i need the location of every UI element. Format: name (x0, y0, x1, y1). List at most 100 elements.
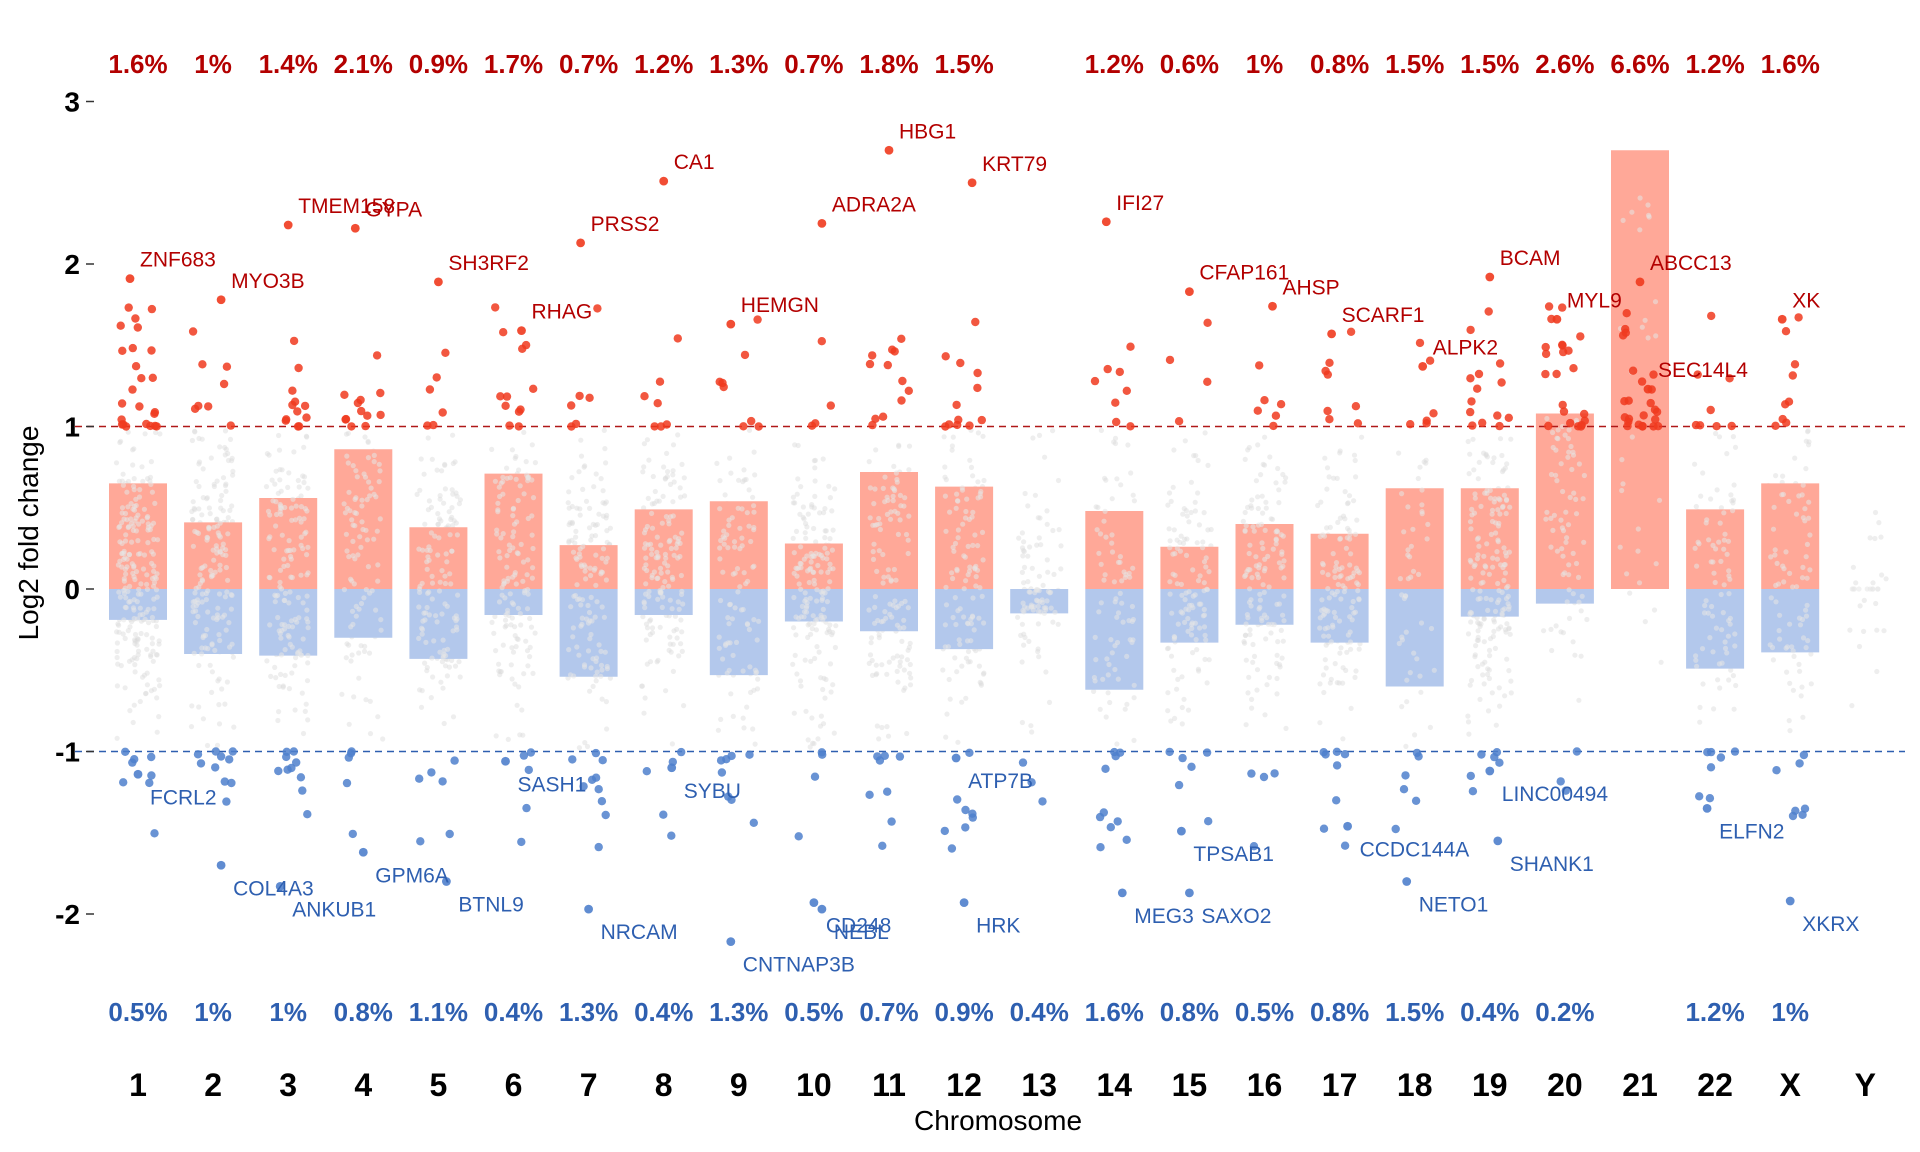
background-point (1261, 462, 1268, 468)
background-point (449, 514, 455, 521)
background-point (350, 463, 356, 469)
background-point (812, 655, 818, 662)
background-point (1128, 470, 1134, 476)
background-point (580, 486, 586, 492)
background-point (438, 518, 444, 524)
background-point (344, 548, 350, 554)
background-point (1345, 500, 1351, 506)
background-point (790, 494, 797, 500)
background-point (451, 518, 457, 524)
background-point (502, 624, 508, 630)
background-point (1849, 703, 1855, 709)
background-point (419, 688, 425, 694)
background-point (1201, 580, 1207, 586)
background-point (891, 566, 898, 573)
background-point (419, 580, 425, 586)
background-point (598, 571, 604, 577)
background-point (1468, 610, 1475, 616)
background-point (1466, 731, 1472, 737)
background-point (1507, 631, 1513, 637)
background-point (902, 598, 908, 605)
background-point (901, 617, 907, 623)
background-point (1246, 599, 1253, 605)
background-point (138, 630, 144, 637)
background-point (964, 496, 970, 502)
background-point (1792, 455, 1798, 461)
background-point (1477, 588, 1483, 594)
background-point (190, 516, 196, 523)
background-point (825, 586, 831, 592)
background-point (890, 493, 896, 499)
background-point (1415, 475, 1421, 482)
background-point (154, 729, 160, 735)
background-point (1718, 558, 1724, 565)
background-point (1044, 521, 1050, 527)
background-point (1502, 465, 1508, 471)
background-point (1488, 597, 1494, 603)
background-point (1555, 427, 1561, 433)
background-point (1119, 600, 1125, 606)
background-point (371, 536, 377, 542)
background-point (600, 513, 607, 519)
background-point (457, 497, 463, 503)
background-point (505, 736, 511, 743)
background-point (808, 559, 814, 565)
background-point (642, 545, 648, 551)
background-point (1196, 668, 1202, 674)
background-point (1185, 707, 1192, 713)
background-point (905, 550, 911, 557)
background-point (1102, 475, 1108, 481)
background-point (952, 595, 958, 601)
background-point (1498, 624, 1504, 630)
background-point (1544, 415, 1550, 422)
background-point (1490, 564, 1496, 570)
background-point (603, 515, 609, 521)
background-point (1191, 453, 1197, 459)
background-point (965, 648, 972, 655)
background-point (1276, 560, 1282, 566)
background-point (1780, 563, 1786, 569)
background-point (1125, 442, 1131, 448)
background-point (1035, 587, 1041, 593)
background-point (152, 574, 158, 580)
background-point (125, 524, 131, 531)
background-point (1497, 703, 1503, 709)
background-point (1642, 317, 1648, 323)
background-point (1694, 663, 1700, 669)
background-point (867, 652, 874, 658)
background-point (1122, 706, 1128, 712)
background-point (273, 675, 279, 681)
background-point (807, 744, 813, 750)
background-point (273, 523, 279, 529)
background-point (1716, 434, 1723, 440)
background-point (663, 688, 669, 694)
down-point (150, 829, 159, 838)
background-point (122, 566, 128, 572)
background-point (267, 622, 273, 628)
background-point (144, 646, 150, 652)
background-point (957, 641, 963, 648)
background-point (893, 577, 899, 583)
background-point (424, 668, 430, 674)
background-point (1717, 685, 1723, 691)
background-point (573, 534, 579, 540)
background-point (365, 564, 371, 570)
background-point (647, 631, 653, 638)
background-point (199, 651, 205, 657)
background-point (1200, 539, 1206, 545)
background-point (1698, 493, 1704, 499)
background-point (960, 521, 966, 527)
background-point (189, 437, 195, 444)
background-point (747, 664, 753, 670)
background-point (358, 544, 364, 550)
background-point (529, 532, 535, 538)
background-point (1481, 616, 1487, 622)
background-point (353, 510, 359, 516)
background-point (124, 556, 130, 562)
background-point (1700, 681, 1706, 687)
background-point (732, 605, 738, 611)
background-point (131, 507, 138, 513)
background-point (1499, 504, 1506, 510)
background-point (876, 548, 882, 554)
background-point (887, 611, 893, 617)
